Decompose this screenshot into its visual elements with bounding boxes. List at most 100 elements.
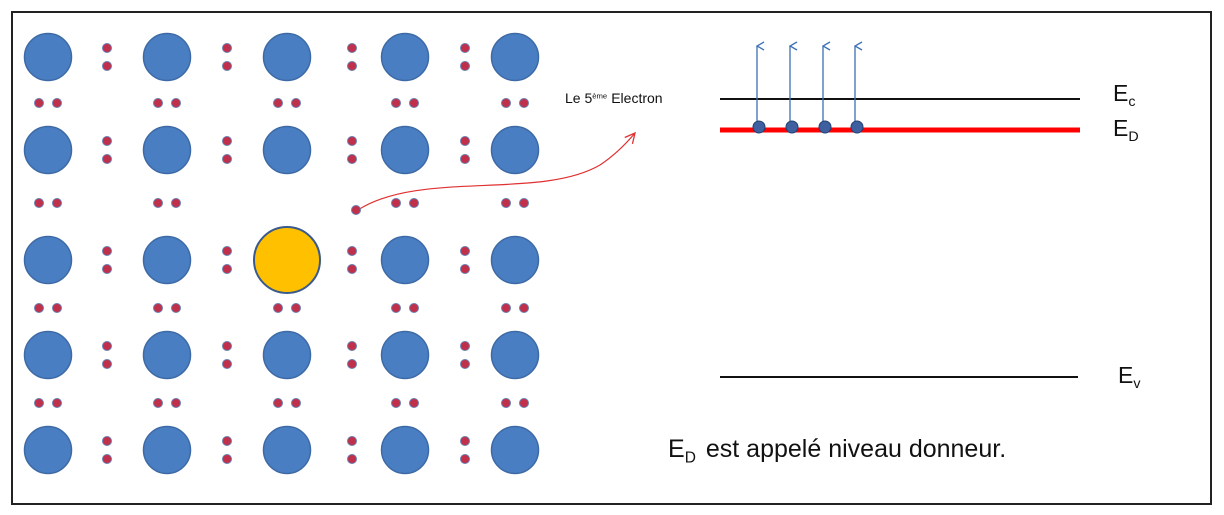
text: E <box>1113 115 1128 141</box>
atom <box>492 427 539 474</box>
atom <box>144 427 191 474</box>
atom <box>144 237 191 284</box>
atom <box>382 332 429 379</box>
electron <box>348 265 357 274</box>
electron <box>103 360 112 369</box>
electron <box>103 437 112 446</box>
electron <box>392 99 401 108</box>
electron <box>520 304 529 313</box>
electron <box>520 399 529 408</box>
electron <box>35 304 44 313</box>
caption: EDest appelé niveau donneur. <box>668 437 1006 466</box>
electron <box>461 44 470 53</box>
electron <box>103 265 112 274</box>
electron <box>348 155 357 164</box>
electron <box>348 44 357 53</box>
electron <box>461 247 470 256</box>
electron <box>35 399 44 408</box>
atom <box>144 34 191 81</box>
subscript: v <box>1133 376 1140 392</box>
electron <box>352 206 361 215</box>
donor-electron <box>753 121 765 133</box>
electron <box>461 360 470 369</box>
electron <box>410 399 419 408</box>
frame <box>12 12 1211 504</box>
electron <box>172 304 181 313</box>
electron <box>292 304 301 313</box>
electron <box>223 155 232 164</box>
atom <box>492 237 539 284</box>
electron <box>274 399 283 408</box>
electron <box>348 455 357 464</box>
electron <box>461 62 470 71</box>
diagram: Le 5èmeElectron Ec ED Ev EDest appelé ni… <box>0 0 1224 515</box>
electron <box>223 247 232 256</box>
electron <box>223 455 232 464</box>
electron <box>223 44 232 53</box>
atom <box>264 127 311 174</box>
electron <box>410 199 419 208</box>
electron <box>53 199 62 208</box>
electron <box>292 399 301 408</box>
electron <box>410 304 419 313</box>
atom <box>264 34 311 81</box>
text: Le 5 <box>565 90 592 106</box>
diagram-art <box>0 0 1224 515</box>
electron <box>53 99 62 108</box>
atom <box>264 332 311 379</box>
electron <box>348 360 357 369</box>
electron <box>348 247 357 256</box>
electron <box>223 62 232 71</box>
subscript: D <box>1128 129 1138 145</box>
electron <box>502 199 511 208</box>
electron <box>392 399 401 408</box>
electron <box>461 137 470 146</box>
electron <box>502 99 511 108</box>
electron <box>461 455 470 464</box>
electron <box>461 155 470 164</box>
electron <box>348 62 357 71</box>
electron <box>154 304 163 313</box>
electron <box>392 304 401 313</box>
electron <box>35 199 44 208</box>
electron <box>223 360 232 369</box>
electron <box>502 304 511 313</box>
atom <box>144 332 191 379</box>
text: est appelé niveau donneur. <box>706 435 1006 463</box>
electron <box>223 437 232 446</box>
electron-label: Le 5ème Electron <box>565 91 663 105</box>
electron <box>461 265 470 274</box>
electron <box>348 437 357 446</box>
electron <box>223 342 232 351</box>
electron <box>103 62 112 71</box>
atom <box>382 127 429 174</box>
electron <box>274 99 283 108</box>
electron <box>154 399 163 408</box>
atom <box>382 237 429 284</box>
donor-electron <box>786 121 798 133</box>
electron <box>103 247 112 256</box>
electron <box>172 399 181 408</box>
atom <box>492 34 539 81</box>
electron <box>35 99 44 108</box>
donor-electron <box>851 121 863 133</box>
atom <box>25 332 72 379</box>
lattice <box>25 34 539 474</box>
text: Electron <box>611 90 662 106</box>
electron <box>53 399 62 408</box>
atom <box>25 237 72 284</box>
atom <box>492 127 539 174</box>
electron <box>223 137 232 146</box>
electron <box>274 304 283 313</box>
superscript: ème <box>592 91 607 100</box>
electron <box>502 399 511 408</box>
electron <box>410 99 419 108</box>
electron <box>103 155 112 164</box>
electron <box>172 199 181 208</box>
electron <box>103 342 112 351</box>
electron <box>292 99 301 108</box>
electron <box>520 99 529 108</box>
electron <box>103 137 112 146</box>
atom <box>25 34 72 81</box>
electron <box>154 99 163 108</box>
